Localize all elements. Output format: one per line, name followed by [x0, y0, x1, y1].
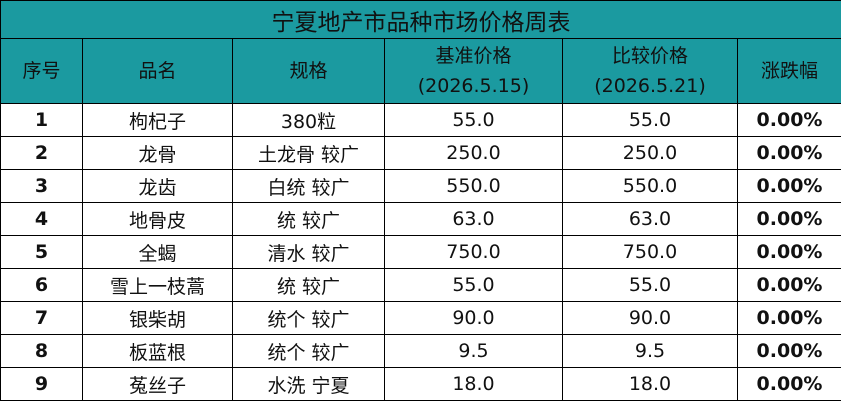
table-row: 5 全蝎 清水 较广 750.0 750.0 0.00%: [0, 235, 841, 269]
header-line: 比较价格: [611, 45, 688, 67]
header-line: 序号: [22, 60, 61, 82]
table-cell: 63.0: [562, 202, 738, 236]
table-cell: 统 较广: [232, 202, 385, 236]
table-cell: 90.0: [384, 301, 563, 335]
table-cell: 5: [0, 235, 83, 269]
table-row: 6 雪上一枝蒿统 较广 55.0 55.0 0.00%: [0, 268, 841, 302]
table-cell: 雪上一枝蒿: [82, 268, 233, 302]
table-cell: 7: [0, 301, 83, 335]
table-cell: 0.00%: [737, 136, 841, 170]
table-cell: 龙骨: [82, 136, 233, 170]
table-cell: 0.00%: [737, 103, 841, 137]
table-cell: 55.0: [384, 268, 563, 302]
table-cell: 9: [0, 367, 83, 401]
table-cell: 750.0: [384, 235, 563, 269]
table-cell: 统 较广: [232, 268, 385, 302]
table-cell: 55.0: [384, 103, 563, 137]
table-cell: 统个 较广: [232, 334, 385, 368]
header-line: 涨跌幅: [760, 60, 818, 82]
table-cell: 地骨皮: [82, 202, 233, 236]
table-cell: 0.00%: [737, 334, 841, 368]
table-cell: 18.0: [384, 367, 563, 401]
header-cell: 涨跌幅: [737, 38, 841, 104]
header-cell: 规格: [232, 38, 385, 104]
header-cell: 序号: [0, 38, 83, 104]
table-cell: 90.0: [562, 301, 738, 335]
table-cell: 750.0: [562, 235, 738, 269]
table-cell: 8: [0, 334, 83, 368]
header-line: 基准价格: [435, 45, 512, 67]
table-cell: 380粒: [232, 103, 385, 137]
table-cell: 龙齿: [82, 169, 233, 203]
table-cell: 板蓝根: [82, 334, 233, 368]
table-cell: 全蝎: [82, 235, 233, 269]
table-row: 7 银柴胡 统个 较广 90.0 90.0 0.00%: [0, 301, 841, 335]
header-cell: 比较价格 (2026.5.21): [562, 38, 738, 104]
table-cell: 1: [0, 103, 83, 137]
table-cell: 土龙骨 较广: [232, 136, 385, 170]
table-row: 9 菟丝子 水洗 宁夏 18.0 18.0 0.00%: [0, 367, 841, 401]
table-cell: 4: [0, 202, 83, 236]
table-cell: 250.0: [384, 136, 563, 170]
header-line: (2026.5.15): [417, 75, 530, 97]
table-row: 8 板蓝根 统个 较广 9.5 9.5 0.00%: [0, 334, 841, 368]
table-cell: 白统 较广: [232, 169, 385, 203]
table-cell: 550.0: [384, 169, 563, 203]
table-row: 4 地骨皮统 较广 63.0 63.0 0.00%: [0, 202, 841, 236]
table-cell: 9.5: [384, 334, 563, 368]
table-cell: 水洗 宁夏: [232, 367, 385, 401]
table-row: 3 龙齿 白统 较广 550.0 550.0 0.00%: [0, 169, 841, 203]
table-cell: 9.5: [562, 334, 738, 368]
table-cell: 0.00%: [737, 367, 841, 401]
table-cell: 63.0: [384, 202, 563, 236]
table-cell: 0.00%: [737, 169, 841, 203]
table-cell: 55.0: [562, 103, 738, 137]
table-cell: 清水 较广: [232, 235, 385, 269]
table-row: 2 龙骨 土龙骨 较广 250.0 250.0 0.00%: [0, 136, 841, 170]
header-line: 规格: [289, 60, 328, 82]
table-cell: 0.00%: [737, 202, 841, 236]
header-line: (2026.5.21): [594, 75, 706, 97]
table-cell: 银柴胡: [82, 301, 233, 335]
table-cell: 0.00%: [737, 235, 841, 269]
table-cell: 550.0: [562, 169, 738, 203]
table-cell: 250.0: [562, 136, 738, 170]
header-cell: 品名: [82, 38, 233, 104]
table-cell: 6: [0, 268, 83, 302]
table-cell: 0.00%: [737, 301, 841, 335]
table-cell: 统个 较广: [232, 301, 385, 335]
table-cell: 55.0: [562, 268, 738, 302]
table-title: 宁夏地产市品种市场价格周表: [0, 0, 841, 39]
table-cell: 菟丝子: [82, 367, 233, 401]
table-cell: 2: [0, 136, 83, 170]
table-row: 1 枸杞子 380粒 55.0 55.0 0.00%: [0, 103, 841, 137]
table-cell: 3: [0, 169, 83, 203]
table-cell: 枸杞子: [82, 103, 233, 137]
header-line: 品名: [138, 60, 177, 82]
table-cell: 0.00%: [737, 268, 841, 302]
header-cell: 基准价格 (2026.5.15): [384, 38, 563, 104]
table-cell: 18.0: [562, 367, 738, 401]
